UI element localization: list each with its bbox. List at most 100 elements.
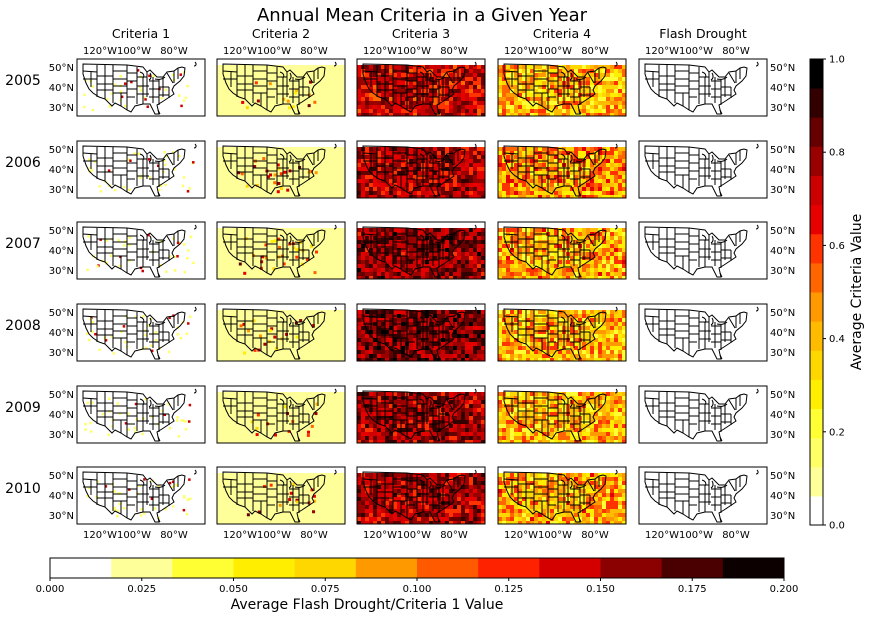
field-cell <box>413 477 417 481</box>
field-cell <box>614 436 618 440</box>
field-cell <box>437 155 441 159</box>
field-cell <box>594 195 598 198</box>
field-cell <box>161 409 164 413</box>
field-cell <box>570 416 574 420</box>
field-cell <box>550 113 554 116</box>
field-cell <box>413 412 417 416</box>
field-cell <box>514 326 518 330</box>
field-cell <box>147 324 150 327</box>
field-cell <box>357 396 361 400</box>
field-cell <box>550 179 554 183</box>
field-cell <box>449 473 453 477</box>
field-cell <box>530 159 534 163</box>
field-cell <box>550 159 554 163</box>
field-cell <box>361 358 365 361</box>
field-cell <box>188 497 192 500</box>
field-cell <box>574 276 578 279</box>
field-cell <box>578 69 582 73</box>
field-cell <box>262 157 266 161</box>
field-cell <box>618 232 622 236</box>
field-cell <box>134 430 137 433</box>
field-cell <box>133 426 137 430</box>
field-cell <box>261 255 265 259</box>
field-cell <box>361 440 365 443</box>
field-cell <box>457 334 461 338</box>
field-cell <box>361 179 365 183</box>
field-cell <box>506 334 510 338</box>
field-cell <box>469 109 473 113</box>
field-cell <box>401 183 405 187</box>
field-cell <box>542 400 546 404</box>
field-cell <box>606 428 610 432</box>
field-cell <box>377 93 381 97</box>
field-cell <box>590 428 594 432</box>
panel-background <box>639 304 767 361</box>
field-cell <box>510 420 514 424</box>
field-cell <box>502 358 506 361</box>
field-cell <box>554 187 558 191</box>
field-cell <box>550 236 554 240</box>
field-cell <box>385 97 389 101</box>
field-cell <box>373 167 377 171</box>
field-cell <box>453 232 457 236</box>
field-cell <box>518 342 522 346</box>
field-cell <box>614 322 618 326</box>
field-cell <box>534 228 538 232</box>
field-cell <box>473 322 477 326</box>
field-cell <box>586 416 590 420</box>
field-cell <box>566 346 570 350</box>
field-cell <box>270 327 274 331</box>
field-cell <box>538 354 542 358</box>
field-cell <box>365 416 369 420</box>
field-cell <box>385 412 389 416</box>
field-cell <box>554 432 558 436</box>
field-cell <box>469 77 473 81</box>
field-cell <box>457 93 461 97</box>
field-cell <box>618 159 622 163</box>
field-cell <box>582 151 586 155</box>
field-cell <box>530 392 534 396</box>
field-cell <box>373 248 377 252</box>
field-cell <box>445 432 449 436</box>
field-cell <box>449 276 453 279</box>
field-cell <box>457 489 461 493</box>
field-cell <box>401 276 405 279</box>
field-cell <box>574 93 578 97</box>
field-cell <box>465 334 469 338</box>
field-cell <box>385 163 389 167</box>
field-cell <box>506 338 510 342</box>
field-cell <box>107 433 110 437</box>
field-cell <box>86 494 89 498</box>
field-cell <box>514 436 518 440</box>
field-cell <box>381 151 385 155</box>
field-cell <box>381 248 385 252</box>
field-cell <box>582 350 586 354</box>
field-cell <box>530 175 534 179</box>
field-cell <box>409 65 413 69</box>
field-cell <box>461 248 465 252</box>
field-cell <box>590 109 594 113</box>
field-cell <box>590 330 594 334</box>
field-cell <box>590 272 594 276</box>
field-cell <box>373 354 377 358</box>
field-cell <box>453 501 457 505</box>
field-cell <box>433 260 437 264</box>
field-cell <box>288 498 292 502</box>
field-cell <box>518 179 522 183</box>
field-cell <box>526 73 530 77</box>
field-cell <box>449 65 453 69</box>
field-cell <box>477 73 481 77</box>
field-cell <box>457 420 461 424</box>
field-cell <box>518 440 522 443</box>
field-cell <box>461 358 465 361</box>
field-cell <box>594 151 598 155</box>
field-cell <box>518 354 522 358</box>
field-cell <box>510 342 514 346</box>
field-cell <box>522 440 526 443</box>
field-cell <box>566 358 570 361</box>
field-cell <box>417 101 421 105</box>
field-cell <box>534 109 538 113</box>
field-cell <box>389 346 393 350</box>
field-cell <box>278 503 282 507</box>
field-cell <box>453 187 457 191</box>
